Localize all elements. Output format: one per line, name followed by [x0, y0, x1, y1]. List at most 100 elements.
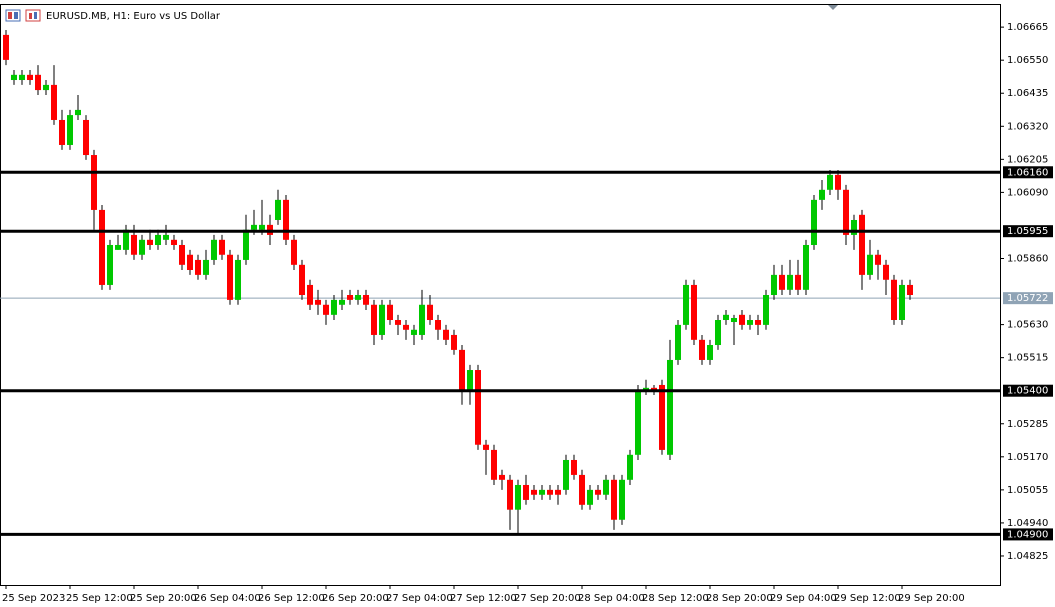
candle-body — [691, 284, 697, 340]
candle-body — [35, 74, 41, 91]
candle-body — [507, 479, 513, 510]
x-tick-label: 26 Sep 04:00 — [194, 593, 261, 604]
candle-body — [835, 174, 841, 190]
y-tick-label: 1.05285 — [1007, 419, 1048, 430]
y-tick-label: 1.05170 — [1007, 452, 1048, 463]
candle-body — [563, 459, 569, 490]
candle-body — [747, 320, 753, 325]
x-tick-label: 25 Sep 20:00 — [130, 593, 197, 604]
candle-body — [827, 174, 833, 190]
candle-body — [619, 479, 625, 520]
candle-body — [899, 284, 905, 321]
candle-body — [531, 489, 537, 495]
candle-body — [363, 295, 369, 305]
candle-body — [635, 389, 641, 455]
y-tick-label: 1.06090 — [1007, 187, 1048, 198]
candle-body — [779, 274, 785, 290]
y-tick-label: 1.05055 — [1007, 485, 1048, 496]
x-tick-label: 27 Sep 04:00 — [386, 593, 453, 604]
level-label-box — [1003, 166, 1053, 179]
candle-body — [195, 259, 201, 275]
shift-marker[interactable] — [828, 5, 838, 10]
candle-body — [739, 314, 745, 325]
candle-body — [371, 304, 377, 335]
y-tick-label: 1.04825 — [1007, 551, 1048, 562]
candle-body — [395, 320, 401, 325]
candle-body — [187, 254, 193, 270]
candle-body — [467, 370, 473, 390]
candle-body — [883, 264, 889, 280]
level-label: 1.05400 — [1007, 386, 1048, 397]
x-tick-label: 25 Sep 12:00 — [66, 593, 133, 604]
icon — [29, 13, 32, 19]
candle-body — [843, 189, 849, 235]
candle-body — [411, 329, 417, 335]
candle-body — [251, 224, 257, 230]
candle-body — [803, 244, 809, 290]
icon — [8, 12, 12, 19]
candle-body — [683, 284, 689, 325]
candle-body — [587, 489, 593, 505]
y-tick-label: 1.04940 — [1007, 518, 1048, 529]
x-tick-label: 27 Sep 20:00 — [514, 593, 581, 604]
candle-body — [259, 224, 265, 230]
level-label-box — [1003, 384, 1053, 397]
candle-body — [523, 484, 529, 500]
candle-body — [443, 329, 449, 340]
candle-body — [675, 324, 681, 360]
x-tick-label: 28 Sep 04:00 — [578, 593, 645, 604]
level-label-box — [1003, 225, 1053, 238]
y-tick-label: 1.06665 — [1007, 22, 1048, 33]
candle-body — [299, 264, 305, 295]
price-label-box — [1003, 292, 1053, 305]
candle-body — [27, 74, 33, 81]
level-label-box — [1003, 528, 1053, 541]
candle-body — [723, 314, 729, 321]
candle-body — [819, 189, 825, 200]
candle-body — [907, 284, 913, 295]
candle-body — [91, 155, 97, 210]
x-tick-label: 28 Sep 12:00 — [642, 593, 709, 604]
candle-body — [499, 474, 505, 480]
candle-body — [219, 239, 225, 255]
candle-body — [787, 274, 793, 290]
candle-body — [667, 359, 673, 455]
candle-body — [339, 299, 345, 305]
candle-body — [875, 254, 881, 265]
candle-body — [59, 119, 65, 145]
candle-body — [891, 279, 897, 321]
candle-body — [315, 299, 321, 305]
candle-body — [131, 234, 137, 255]
candle-body — [603, 479, 609, 495]
candle-body — [155, 234, 161, 245]
candle-body — [275, 199, 281, 220]
x-tick-label: 27 Sep 12:00 — [450, 593, 517, 604]
candle-body — [539, 489, 545, 495]
candle-body — [163, 234, 169, 240]
candle-body — [147, 239, 153, 245]
candle-body — [211, 239, 217, 260]
candle-body — [83, 119, 89, 156]
candle-body — [859, 214, 865, 275]
y-tick-label: 1.05515 — [1007, 353, 1048, 364]
candle-body — [483, 444, 489, 450]
x-tick-label: 26 Sep 12:00 — [258, 593, 325, 604]
candle-body — [379, 304, 385, 335]
icon[interactable] — [25, 9, 41, 22]
chart-title: EURUSD.MB, H1: Euro vs US Dollar — [46, 11, 221, 22]
candle-body — [491, 449, 497, 480]
candle-body — [731, 317, 737, 323]
candle-body — [755, 320, 761, 325]
icon — [34, 12, 37, 19]
candle-body — [307, 284, 313, 305]
candle-body — [51, 84, 57, 120]
candle-body — [139, 239, 145, 255]
candle-body — [595, 489, 601, 495]
candle-body — [347, 295, 353, 300]
icon[interactable] — [5, 9, 21, 22]
candle-body — [515, 484, 521, 510]
candle-body — [611, 479, 617, 520]
candle-body — [451, 334, 457, 350]
candle-body — [699, 339, 705, 360]
